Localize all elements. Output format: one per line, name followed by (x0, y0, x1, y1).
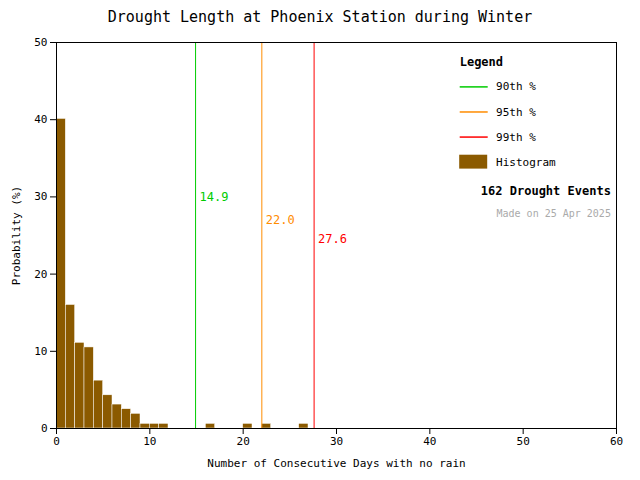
svg-text:40: 40 (34, 113, 47, 126)
svg-text:50: 50 (34, 36, 47, 49)
svg-text:60: 60 (610, 435, 623, 448)
svg-text:10: 10 (34, 345, 47, 358)
svg-text:40: 40 (423, 435, 436, 448)
svg-text:20: 20 (237, 435, 250, 448)
svg-text:Probability (%): Probability (%) (10, 186, 23, 285)
svg-text:50: 50 (517, 435, 530, 448)
svg-text:99th %: 99th % (496, 131, 536, 144)
svg-text:Legend: Legend (460, 55, 503, 69)
svg-text:0: 0 (41, 422, 48, 435)
svg-text:14.9: 14.9 (200, 190, 229, 204)
svg-text:22.0: 22.0 (266, 213, 295, 227)
svg-text:30: 30 (34, 190, 47, 203)
svg-text:0: 0 (53, 435, 60, 448)
svg-text:95th %: 95th % (496, 106, 536, 119)
svg-text:162 Drought Events: 162 Drought Events (481, 184, 611, 198)
svg-text:90th %: 90th % (496, 80, 536, 93)
svg-text:27.6: 27.6 (318, 232, 347, 246)
svg-text:Number of Consecutive Days wit: Number of Consecutive Days with no rain (207, 457, 465, 470)
svg-text:10: 10 (143, 435, 156, 448)
svg-text:30: 30 (330, 435, 343, 448)
svg-text:Made on 25 Apr 2025: Made on 25 Apr 2025 (497, 208, 611, 219)
svg-text:Histogram: Histogram (496, 156, 556, 169)
svg-text:20: 20 (34, 268, 47, 281)
html-text:Drought Length at Phoenix Stat: Drought Length at Phoenix Station during… (107, 8, 533, 26)
